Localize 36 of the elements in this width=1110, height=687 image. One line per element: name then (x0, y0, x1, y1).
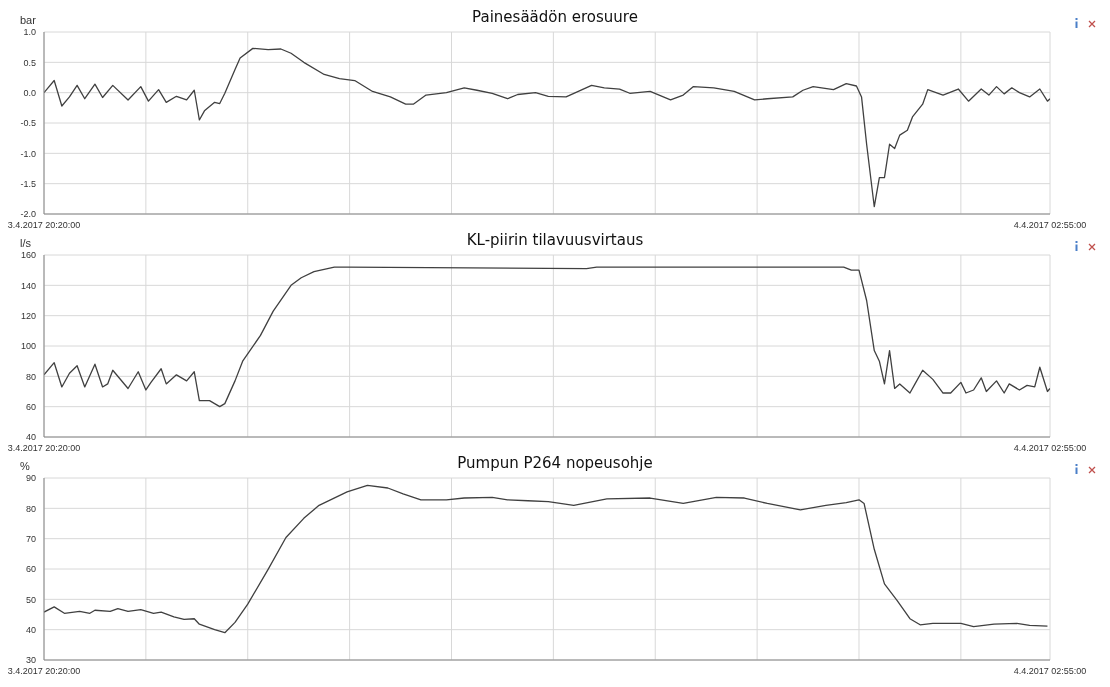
chart-title: Pumpun P264 nopeusohje (457, 454, 653, 472)
y-tick-label: 30 (25, 655, 36, 666)
x-tick-label: 4.4.2017 02:55:00 (1013, 220, 1087, 231)
y-tick-label: 0.0 (23, 87, 36, 98)
y-tick-label: 80 (25, 371, 36, 382)
y-tick-label: 50 (25, 594, 36, 605)
y-tick-label: 60 (25, 401, 36, 412)
line-series (44, 266, 1050, 408)
y-tick-label: 100 (20, 341, 36, 352)
y-axis-title: % (20, 460, 30, 472)
x-tick-label: 3.4.2017 20:20:00 (7, 443, 81, 454)
y-tick-label: 40 (25, 624, 36, 635)
y-axis-title: bar (20, 14, 36, 26)
chart-title: Painesäädön erosuure (472, 8, 638, 26)
y-tick-label: 120 (20, 310, 36, 321)
y-axis-title: l/s (20, 237, 31, 249)
y-tick-label: 0.5 (23, 57, 36, 68)
y-tick-label: 1.0 (23, 27, 36, 38)
y-tick-label: 40 (25, 432, 36, 443)
x-tick-label: 4.4.2017 02:55:00 (1013, 443, 1087, 454)
y-tick-label: 60 (25, 564, 36, 575)
y-tick-label: -2.0 (20, 209, 36, 220)
y-tick-label: 70 (25, 533, 36, 544)
y-tick-label: -0.5 (20, 118, 36, 129)
line-series (44, 47, 1050, 208)
chart-title: KL-piirin tilavuusvirtaus (466, 231, 644, 249)
y-tick-label: 80 (25, 503, 36, 514)
y-tick-label: 90 (25, 473, 36, 484)
line-series (44, 484, 1049, 634)
y-tick-label: -1.5 (20, 178, 36, 189)
y-tick-label: 140 (20, 280, 36, 291)
y-tick-label: 160 (20, 250, 36, 261)
x-tick-label: 4.4.2017 02:55:00 (1013, 666, 1087, 677)
x-tick-label: 3.4.2017 20:20:00 (7, 666, 81, 677)
y-tick-label: -1.0 (20, 148, 36, 159)
x-tick-label: 3.4.2017 20:20:00 (7, 220, 81, 231)
